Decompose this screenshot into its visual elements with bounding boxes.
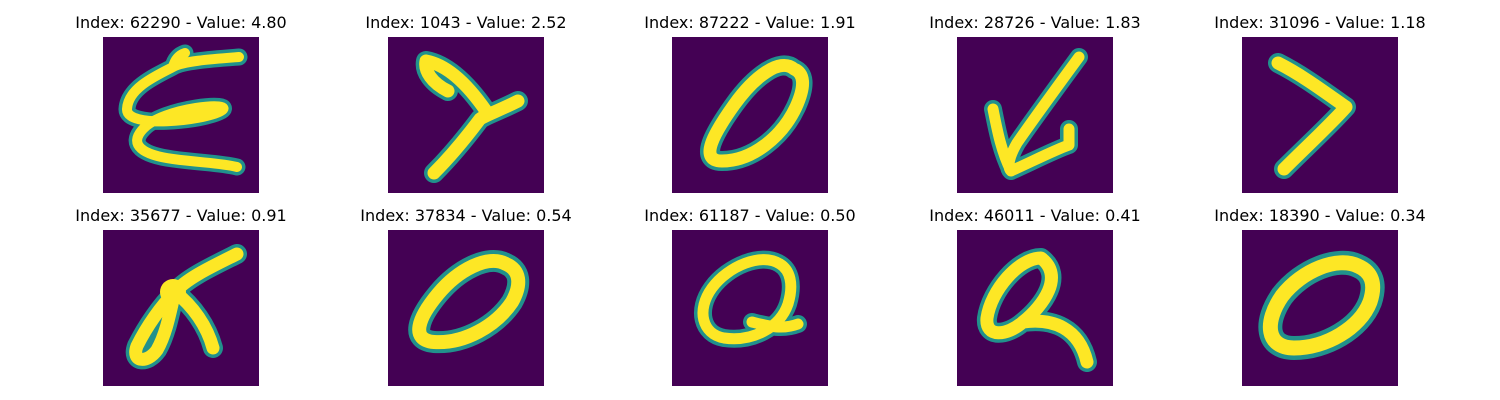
digit-image (957, 230, 1113, 386)
panel-title: Index: 46011 - Value: 0.41 (929, 206, 1141, 225)
panel-title: Index: 35677 - Value: 0.91 (75, 206, 287, 225)
digit-panel-7 (388, 230, 544, 386)
digit-panel-3 (672, 37, 828, 193)
digit-panel-10 (1242, 230, 1398, 386)
digit-image (1242, 37, 1398, 193)
panel-title: Index: 28726 - Value: 1.83 (929, 13, 1141, 32)
panel-title: Index: 37834 - Value: 0.54 (360, 206, 572, 225)
digit-panel-5 (1242, 37, 1398, 193)
panel-title: Index: 18390 - Value: 0.34 (1214, 206, 1426, 225)
digit-image (672, 230, 828, 386)
panel-title: Index: 61187 - Value: 0.50 (644, 206, 856, 225)
digit-panel-4 (957, 37, 1113, 193)
panel-title: Index: 1043 - Value: 2.52 (365, 13, 567, 32)
digit-image (103, 230, 259, 386)
digit-panel-2 (388, 37, 544, 193)
digit-image (672, 37, 828, 193)
digit-panel-8 (672, 230, 828, 386)
digit-panel-1 (103, 37, 259, 193)
digit-image (103, 37, 259, 193)
digit-panel-6 (103, 230, 259, 386)
panel-title: Index: 31096 - Value: 1.18 (1214, 13, 1426, 32)
panel-title: Index: 62290 - Value: 4.80 (75, 13, 287, 32)
digit-image (1242, 230, 1398, 386)
panel-title: Index: 87222 - Value: 1.91 (644, 13, 856, 32)
digit-image (957, 37, 1113, 193)
digit-panel-9 (957, 230, 1113, 386)
digit-image (388, 37, 544, 193)
digit-image (388, 230, 544, 386)
